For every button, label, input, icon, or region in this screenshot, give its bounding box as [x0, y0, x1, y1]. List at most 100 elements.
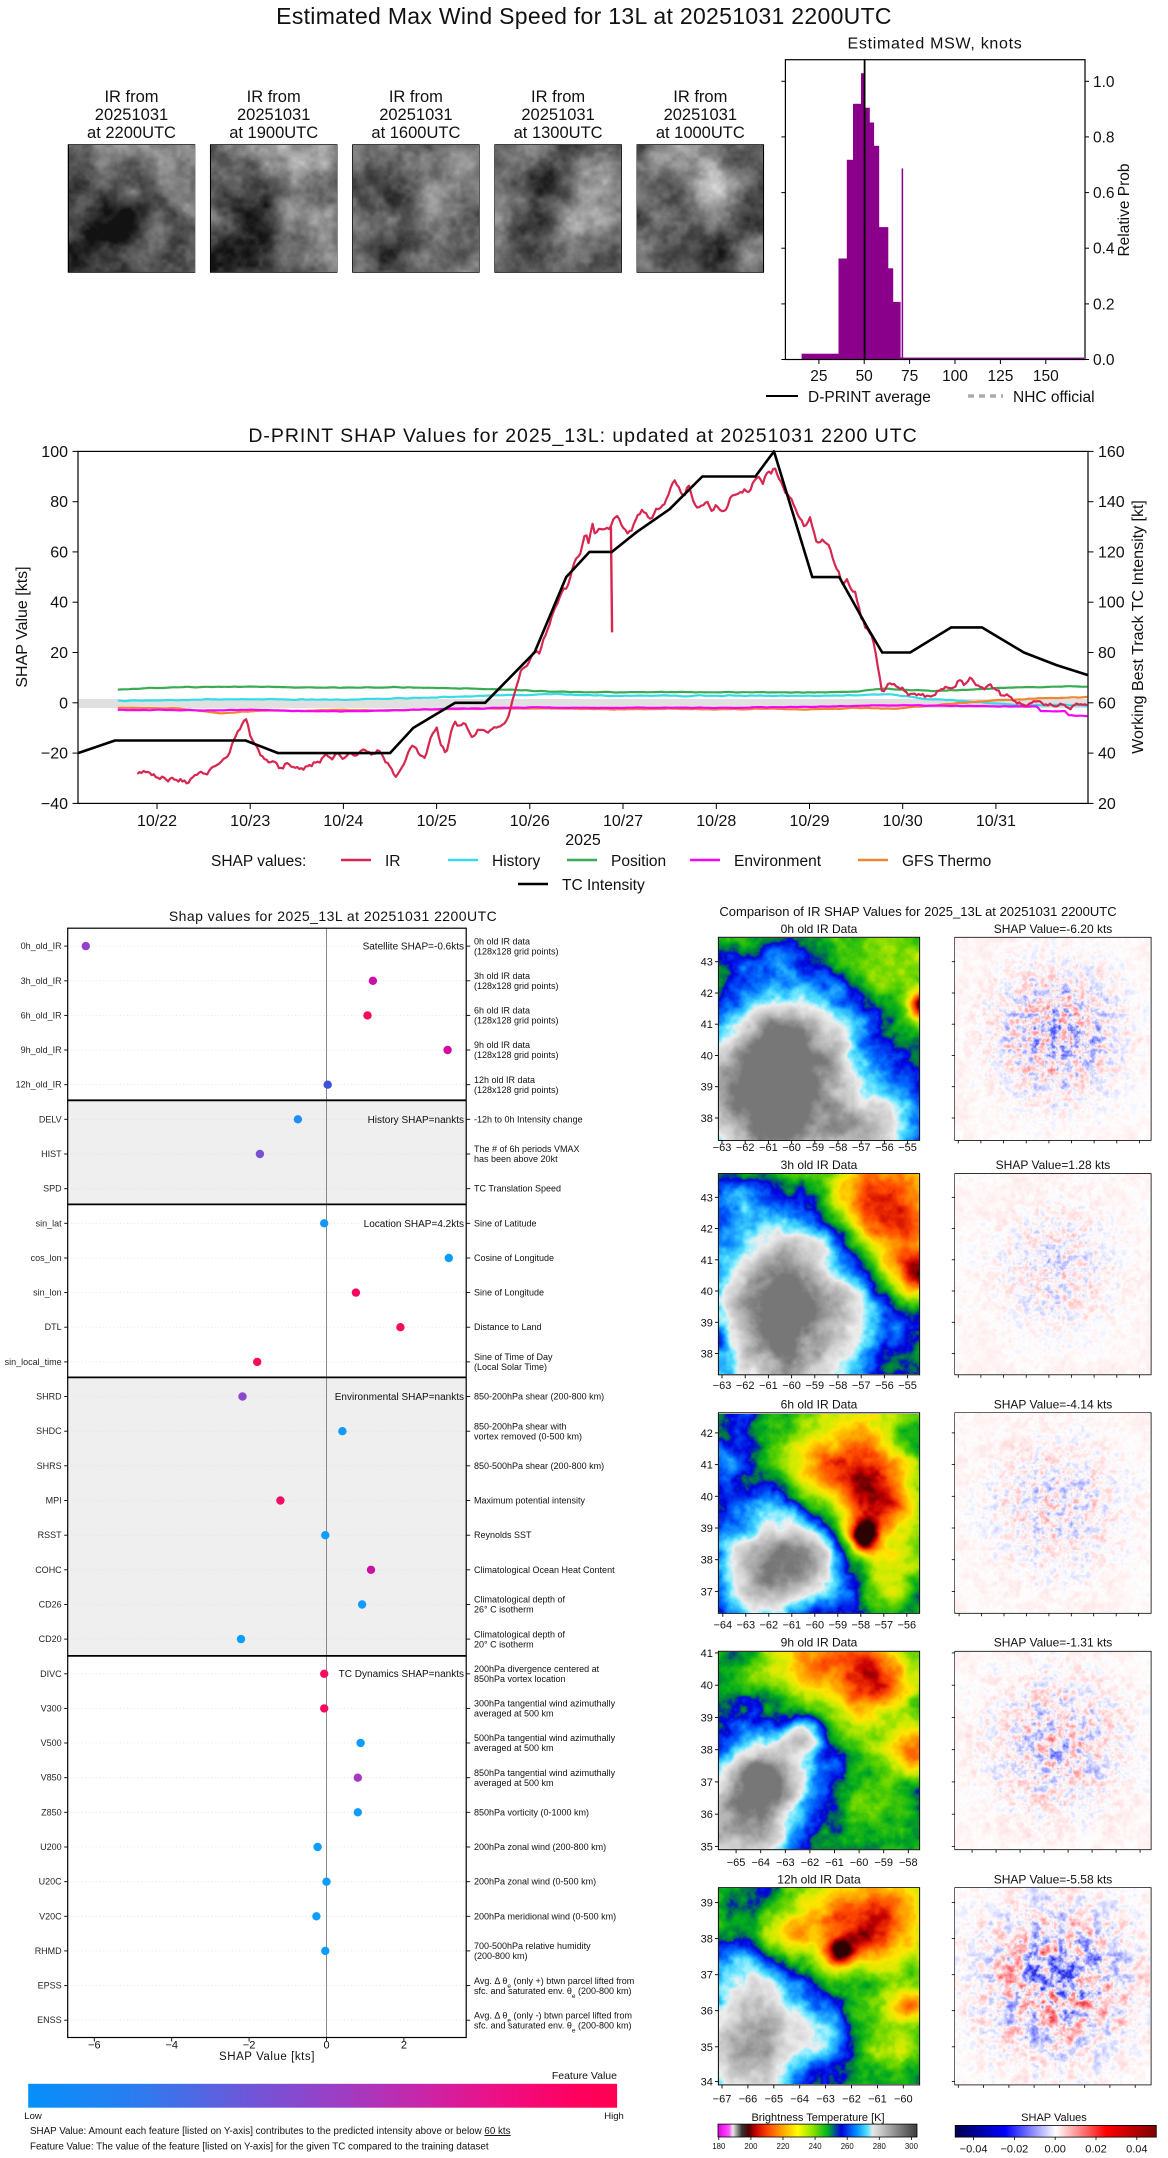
svg-text:V500: V500 — [41, 1738, 62, 1748]
svg-text:60: 60 — [50, 544, 68, 561]
svg-text:280: 280 — [873, 2142, 887, 2151]
svg-text:240: 240 — [809, 2142, 823, 2151]
svg-text:40: 40 — [701, 1286, 713, 1298]
svg-text:0.8: 0.8 — [1093, 129, 1115, 146]
svg-text:0h old IR Data: 0h old IR Data — [781, 922, 858, 936]
svg-text:Relative Prob: Relative Prob — [1116, 163, 1133, 256]
svg-text:37: 37 — [701, 1777, 713, 1789]
svg-text:20251031: 20251031 — [95, 106, 168, 124]
svg-text:20251031: 20251031 — [237, 106, 310, 124]
svg-text:−58: −58 — [829, 1142, 848, 1154]
svg-text:200hPa zonal wind (200-800 km): 200hPa zonal wind (200-800 km) — [474, 1842, 606, 1852]
svg-text:38: 38 — [701, 1745, 713, 1757]
svg-text:40: 40 — [701, 1680, 713, 1692]
svg-text:−65: −65 — [727, 1857, 746, 1869]
svg-text:40: 40 — [701, 1491, 713, 1503]
svg-text:200hPa zonal wind (0-500 km): 200hPa zonal wind (0-500 km) — [474, 1877, 596, 1887]
svg-text:26° C isotherm: 26° C isotherm — [474, 1605, 534, 1615]
svg-text:Climatological depth of: Climatological depth of — [474, 1629, 566, 1639]
svg-text:at 2200UTC: at 2200UTC — [87, 124, 176, 142]
svg-text:2: 2 — [401, 2039, 407, 2051]
svg-text:History SHAP=nankts: History SHAP=nankts — [368, 1115, 464, 1126]
svg-text:Position: Position — [611, 853, 666, 870]
svg-text:Comparison of IR SHAP Values f: Comparison of IR SHAP Values for 2025_13… — [719, 904, 1116, 919]
svg-text:41: 41 — [701, 1460, 713, 1472]
svg-text:40: 40 — [701, 1051, 713, 1063]
svg-text:TC Translation Speed: TC Translation Speed — [474, 1184, 561, 1194]
svg-text:80: 80 — [50, 494, 68, 511]
svg-text:NHC official: NHC official — [1013, 389, 1095, 406]
svg-text:−61: −61 — [782, 1620, 801, 1632]
svg-text:−58: −58 — [829, 1380, 848, 1392]
svg-text:37: 37 — [701, 1586, 713, 1598]
svg-text:−59: −59 — [805, 1380, 824, 1392]
svg-text:−62: −62 — [842, 2094, 861, 2106]
svg-text:0.02: 0.02 — [1085, 2144, 1106, 2156]
svg-text:Estimated Max Wind Speed for 1: Estimated Max Wind Speed for 13L at 2025… — [276, 3, 892, 29]
svg-text:COHC: COHC — [35, 1565, 62, 1575]
svg-text:34: 34 — [701, 2077, 713, 2089]
svg-text:6h old IR data: 6h old IR data — [474, 1006, 530, 1016]
svg-text:sin_lat: sin_lat — [36, 1218, 63, 1228]
svg-text:(128x128 grid points): (128x128 grid points) — [474, 981, 559, 991]
svg-text:−2: −2 — [243, 2039, 256, 2051]
svg-text:Estimated MSW, knots: Estimated MSW, knots — [848, 36, 1023, 53]
svg-text:MPI: MPI — [46, 1496, 62, 1506]
svg-text:850hPa vortex location: 850hPa vortex location — [474, 1674, 566, 1684]
svg-text:10/31: 10/31 — [976, 813, 1016, 830]
svg-text:3h_old_IR: 3h_old_IR — [21, 976, 63, 986]
svg-text:850-500hPa shear (200-800 km): 850-500hPa shear (200-800 km) — [474, 1461, 604, 1471]
svg-text:39: 39 — [701, 1712, 713, 1724]
svg-text:DIVC: DIVC — [40, 1669, 62, 1679]
svg-text:−61: −61 — [759, 1380, 778, 1392]
svg-text:SHAP Value=-1.31 kts: SHAP Value=-1.31 kts — [994, 1636, 1113, 1650]
svg-text:Satellite SHAP=-0.6kts: Satellite SHAP=-0.6kts — [363, 942, 464, 953]
svg-text:SHAP values:: SHAP values: — [211, 853, 306, 870]
svg-text:−61: −61 — [868, 2094, 887, 2106]
svg-text:39: 39 — [701, 1898, 713, 1910]
svg-text:10/30: 10/30 — [883, 813, 923, 830]
svg-text:at 1000UTC: at 1000UTC — [656, 124, 745, 142]
svg-text:-12h to 0h Intensity change: -12h to 0h Intensity change — [474, 1114, 583, 1124]
svg-text:CD26: CD26 — [39, 1600, 62, 1610]
svg-text:700-500hPa relative humidity: 700-500hPa relative humidity — [474, 1941, 591, 1951]
svg-text:200hPa divergence centered at: 200hPa divergence centered at — [474, 1664, 600, 1674]
svg-text:12h old IR data: 12h old IR data — [474, 1075, 535, 1085]
svg-text:3h old IR Data: 3h old IR Data — [781, 1158, 858, 1172]
svg-text:850-200hPa shear (200-800 km): 850-200hPa shear (200-800 km) — [474, 1392, 604, 1402]
svg-text:CD20: CD20 — [39, 1634, 62, 1644]
svg-text:39: 39 — [701, 1523, 713, 1535]
svg-text:DELV: DELV — [39, 1114, 62, 1124]
svg-text:36: 36 — [701, 2006, 713, 2018]
svg-text:−64: −64 — [713, 1620, 732, 1632]
svg-text:10/24: 10/24 — [323, 813, 363, 830]
svg-text:sin_lon: sin_lon — [33, 1288, 62, 1298]
svg-text:12h_old_IR: 12h_old_IR — [16, 1080, 63, 1090]
svg-text:D-PRINT average: D-PRINT average — [808, 389, 931, 406]
svg-text:10/23: 10/23 — [230, 813, 270, 830]
svg-text:−65: −65 — [764, 2094, 783, 2106]
svg-text:Sine of Time of Day: Sine of Time of Day — [474, 1352, 553, 1362]
svg-text:D-PRINT SHAP Values for 2025_1: D-PRINT SHAP Values for 2025_13L: update… — [248, 425, 917, 447]
svg-text:The # of 6h periods VMAX: The # of 6h periods VMAX — [474, 1144, 580, 1154]
svg-text:−62: −62 — [801, 1857, 820, 1869]
svg-text:0: 0 — [323, 2039, 329, 2051]
svg-text:120: 120 — [1098, 544, 1125, 561]
svg-text:100: 100 — [1098, 595, 1125, 612]
svg-text:SHRS: SHRS — [37, 1461, 62, 1471]
svg-text:U20C: U20C — [39, 1877, 63, 1887]
svg-text:40: 40 — [1098, 746, 1116, 763]
svg-text:35: 35 — [701, 1841, 713, 1853]
svg-text:0.00: 0.00 — [1044, 2144, 1065, 2156]
svg-text:10/26: 10/26 — [510, 813, 550, 830]
svg-text:(128x128 grid points): (128x128 grid points) — [474, 946, 559, 956]
svg-text:42: 42 — [701, 1224, 713, 1236]
svg-text:38: 38 — [701, 1349, 713, 1361]
svg-text:TC Intensity: TC Intensity — [562, 877, 645, 894]
svg-text:Shap values for 2025_13L at 20: Shap values for 2025_13L at 20251031 220… — [169, 908, 497, 924]
svg-text:(200-800 km): (200-800 km) — [474, 1951, 528, 1961]
svg-text:9h old IR data: 9h old IR data — [474, 1040, 530, 1050]
svg-text:V850: V850 — [41, 1773, 62, 1783]
svg-text:3h old IR data: 3h old IR data — [474, 971, 530, 981]
svg-text:−63: −63 — [736, 1620, 755, 1632]
